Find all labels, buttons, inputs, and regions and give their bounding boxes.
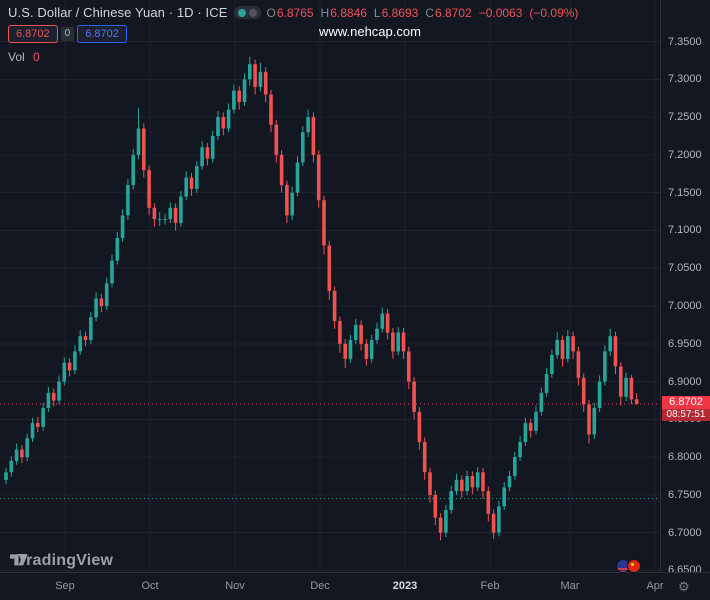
chart-plot-area[interactable]: U.S. Dollar / Chinese Yuan · 1D · ICE O6… xyxy=(0,0,660,574)
price-axis-label: 6.6500 xyxy=(668,564,702,576)
ohlc-readout: O6.8765 H6.8846 L6.8693 C6.8702 −0.0063 … xyxy=(266,5,579,20)
current-price-value: 6.8702 xyxy=(662,396,710,409)
change-value: −0.0063 xyxy=(478,5,523,20)
candlestick-chart[interactable] xyxy=(0,0,660,572)
time-axis-label: Apr xyxy=(646,580,664,592)
time-axis-label: Oct xyxy=(141,580,159,592)
price-axis-label: 7.2000 xyxy=(668,149,702,161)
volume-value: 0 xyxy=(33,50,40,64)
low-value: 6.8693 xyxy=(381,5,419,20)
bar-countdown-timer: 08:57:51 xyxy=(662,409,710,421)
currency-pair-flags-icon xyxy=(616,559,642,574)
open-value: 6.8765 xyxy=(276,5,314,20)
sell-price-button[interactable]: 6.8702 xyxy=(8,25,58,43)
high-value: 6.8846 xyxy=(330,5,367,20)
price-axis-label: 6.9500 xyxy=(668,338,702,350)
change-percent: (−0.09%) xyxy=(529,5,579,20)
price-axis-label: 7.1500 xyxy=(668,187,702,199)
current-price-tag: 6.8702 08:57:51 xyxy=(662,396,710,421)
ohlc-visibility-toggle-icon[interactable] xyxy=(233,6,261,19)
price-axis-label: 7.1000 xyxy=(668,224,702,236)
price-axis-label: 7.2500 xyxy=(668,111,702,123)
spread-value: 0 xyxy=(60,27,75,41)
symbol-title[interactable]: U.S. Dollar / Chinese Yuan · 1D · ICE xyxy=(8,5,228,20)
volume-label: Vol xyxy=(8,50,25,64)
time-axis-label: 2023 xyxy=(392,580,418,592)
chart-legend: U.S. Dollar / Chinese Yuan · 1D · ICE O6… xyxy=(8,5,578,64)
price-axis-label: 6.7000 xyxy=(668,527,702,539)
settings-gear-icon[interactable]: ⚙ xyxy=(678,579,690,594)
price-axis-label: 6.7500 xyxy=(668,489,702,501)
price-axis-label: 6.8000 xyxy=(668,451,702,463)
time-axis-label: Dec xyxy=(310,580,330,592)
time-axis-label: Feb xyxy=(480,580,500,592)
tradingview-logo[interactable]: TradingView xyxy=(10,552,113,570)
time-axis-label: Sep xyxy=(55,580,75,592)
price-axis-label: 7.0500 xyxy=(668,262,702,274)
cny-flag-icon xyxy=(627,559,641,573)
time-axis-label: Nov xyxy=(225,580,245,592)
price-axis-label: 7.0000 xyxy=(668,300,702,312)
price-axis-label: 7.3500 xyxy=(668,36,702,48)
price-axis-label: 6.9000 xyxy=(668,376,702,388)
tradingview-logo-text: TradingView xyxy=(17,552,114,569)
buy-price-button[interactable]: 6.8702 xyxy=(77,25,127,43)
close-value: 6.8702 xyxy=(434,5,472,20)
volume-readout[interactable]: Vol 0 xyxy=(8,50,578,64)
watermark-text: www.nehcap.com xyxy=(319,24,421,39)
price-axis[interactable]: 6.8702 08:57:51 7.3500 7.3000 7.2500 7.2000… xyxy=(660,0,710,576)
time-axis-label: Mar xyxy=(560,580,580,592)
price-axis-label: 7.3000 xyxy=(668,73,702,85)
time-axis[interactable]: ⚙ Sep Oct Nov Dec 2023 Feb Mar Apr xyxy=(0,572,710,600)
